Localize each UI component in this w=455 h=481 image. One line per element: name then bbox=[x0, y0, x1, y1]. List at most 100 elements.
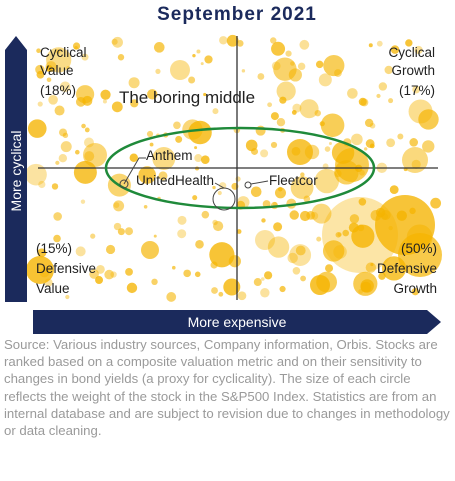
bubble bbox=[117, 54, 125, 61]
bubble bbox=[422, 140, 435, 153]
bubble bbox=[226, 34, 239, 47]
quadrant-label: (15%) bbox=[36, 241, 72, 256]
bubble bbox=[418, 109, 439, 130]
bubble bbox=[74, 45, 78, 50]
bubble bbox=[194, 146, 198, 150]
bubble bbox=[196, 49, 201, 54]
bubble bbox=[54, 105, 65, 116]
bubble bbox=[192, 53, 196, 58]
bubble bbox=[66, 65, 71, 70]
bubble bbox=[53, 234, 61, 243]
bubble bbox=[170, 60, 190, 80]
bubble bbox=[155, 68, 161, 74]
bubble bbox=[337, 232, 342, 237]
bubble bbox=[204, 55, 213, 64]
bubble bbox=[270, 112, 279, 121]
bubble bbox=[75, 246, 86, 257]
bubble bbox=[287, 252, 298, 264]
quadrant-label: (18%) bbox=[40, 83, 76, 98]
bubble bbox=[328, 142, 332, 146]
bubble bbox=[105, 244, 116, 255]
y-label: More cyclical bbox=[8, 131, 24, 212]
bubble bbox=[405, 39, 413, 47]
bubble bbox=[358, 198, 367, 206]
bubble bbox=[257, 73, 265, 80]
bubble bbox=[287, 139, 313, 165]
quadrant-label: Cyclical bbox=[40, 45, 87, 60]
bubble bbox=[84, 127, 90, 133]
bubble bbox=[201, 210, 210, 219]
bubble bbox=[104, 269, 114, 280]
quadrant-label: (17%) bbox=[399, 83, 435, 98]
bubble bbox=[171, 265, 176, 270]
bubble bbox=[318, 73, 332, 87]
bubble bbox=[300, 275, 306, 282]
quadrant-label: (50%) bbox=[401, 241, 437, 256]
bubble bbox=[81, 123, 86, 129]
bubble bbox=[314, 168, 340, 194]
bubble bbox=[212, 185, 216, 190]
bubble bbox=[299, 39, 310, 50]
bubble bbox=[333, 245, 347, 259]
bubble bbox=[112, 36, 123, 48]
leader bbox=[123, 157, 146, 185]
bubble bbox=[409, 138, 419, 147]
bubble bbox=[55, 160, 60, 165]
bubble bbox=[390, 45, 400, 54]
bubble bbox=[397, 133, 404, 140]
bubble bbox=[194, 154, 203, 163]
bubble bbox=[365, 262, 377, 273]
bubble bbox=[209, 242, 235, 268]
bubble bbox=[195, 240, 204, 249]
bubble bbox=[320, 113, 345, 138]
bubble bbox=[311, 203, 332, 224]
bubble bbox=[153, 234, 157, 238]
bubble bbox=[369, 143, 375, 149]
bubble bbox=[82, 95, 93, 106]
bubble bbox=[378, 82, 388, 91]
bubble bbox=[351, 133, 363, 146]
bubble bbox=[36, 48, 41, 54]
bubble bbox=[37, 101, 43, 107]
bubble bbox=[51, 183, 59, 190]
quadrant-label: Value bbox=[40, 63, 74, 78]
bubble bbox=[81, 53, 89, 61]
bubble bbox=[386, 138, 396, 148]
bubble bbox=[270, 37, 277, 44]
bubble bbox=[194, 271, 201, 278]
x-label: More expensive bbox=[188, 314, 287, 330]
bubble bbox=[376, 93, 381, 99]
bubble bbox=[212, 219, 218, 226]
bubble bbox=[143, 205, 148, 209]
bubble bbox=[322, 240, 345, 262]
bubble bbox=[130, 99, 139, 108]
leader bbox=[250, 180, 269, 185]
bubble bbox=[261, 218, 266, 223]
bubble bbox=[111, 101, 123, 113]
bubble bbox=[291, 110, 297, 115]
bubble bbox=[188, 76, 196, 84]
bubble bbox=[117, 228, 125, 236]
quadrant-label: Cyclical bbox=[388, 45, 435, 60]
bubble bbox=[48, 95, 58, 105]
bubble bbox=[83, 143, 107, 167]
bubble bbox=[89, 269, 99, 279]
bubble bbox=[45, 64, 53, 72]
company-label: Anthem bbox=[146, 148, 193, 163]
bubble bbox=[279, 285, 286, 293]
bubble bbox=[147, 89, 158, 100]
bubble bbox=[141, 241, 159, 259]
bubble bbox=[289, 244, 312, 266]
bubble bbox=[402, 147, 428, 173]
title: September 2021 bbox=[157, 4, 317, 25]
bubble bbox=[129, 153, 138, 162]
bubble bbox=[300, 172, 305, 177]
bubble bbox=[126, 282, 138, 294]
bubble bbox=[228, 255, 241, 268]
bubble bbox=[279, 96, 287, 104]
bubble bbox=[297, 62, 306, 71]
bubble bbox=[173, 121, 181, 130]
bubble bbox=[58, 154, 68, 163]
quadrant-label: Growth bbox=[391, 63, 435, 78]
ellipse bbox=[104, 126, 376, 210]
